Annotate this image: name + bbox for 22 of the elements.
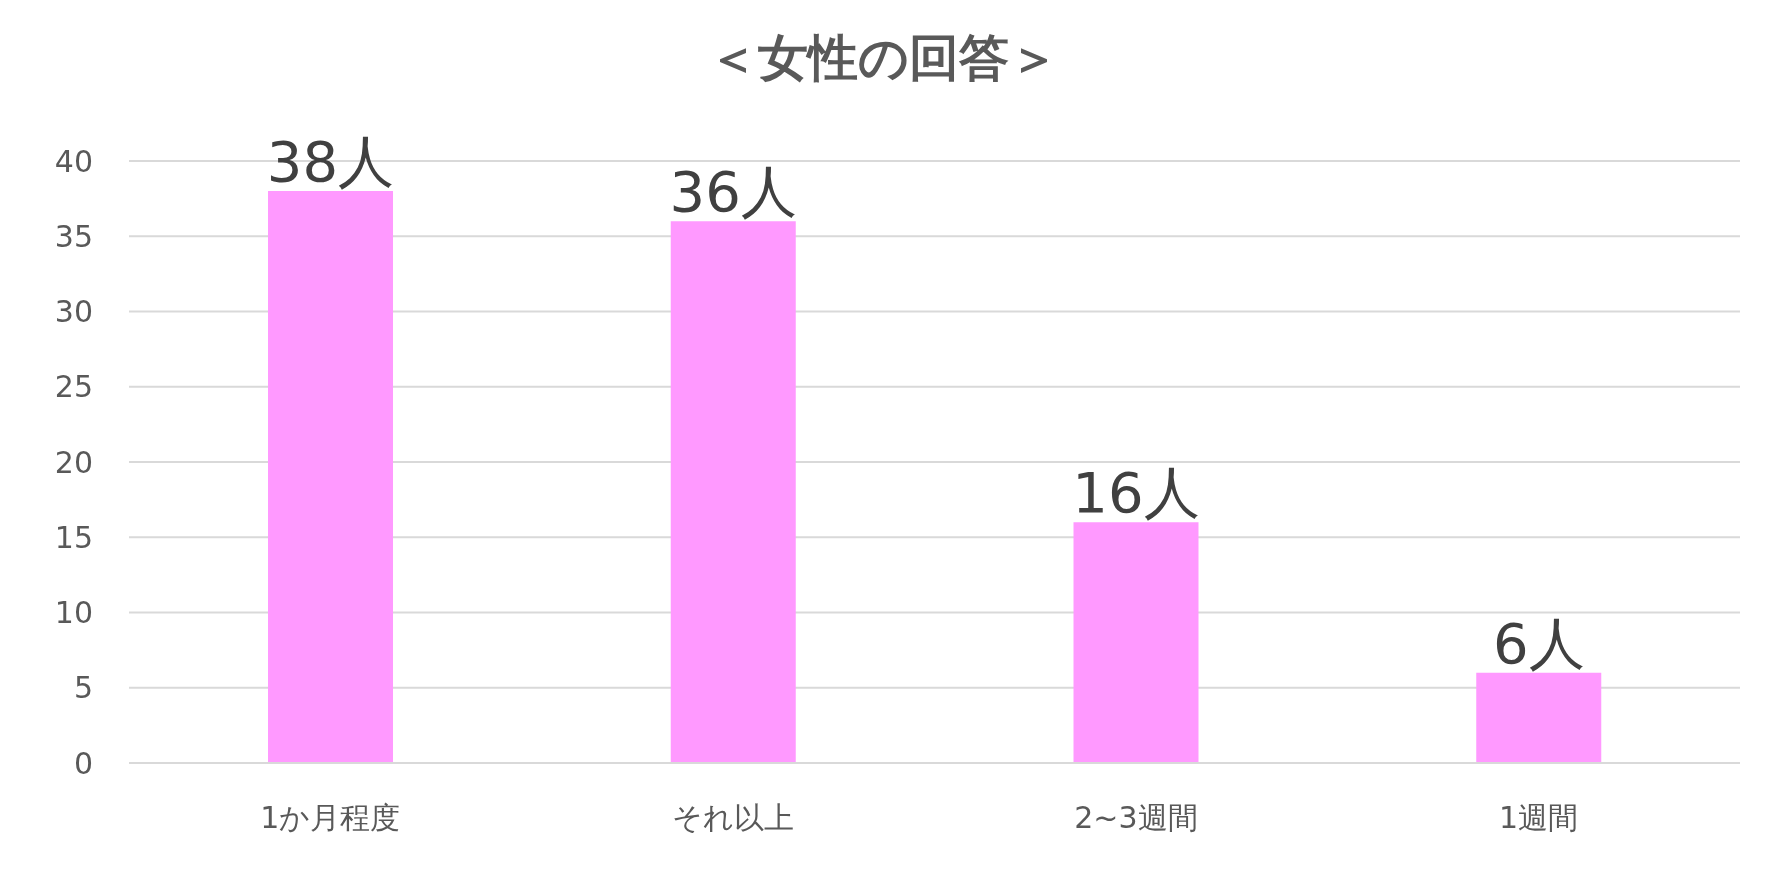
x-tick-label: 1週間 [1499,800,1579,836]
data-label: 36人 [669,159,797,225]
bar [1476,672,1602,763]
y-tick-label: 20 [54,444,93,480]
x-tick-label: それ以上 [672,800,795,836]
bar [1073,522,1199,763]
y-tick-label: 5 [73,670,93,706]
y-tick-label: 0 [73,745,93,781]
y-tick-label: 30 [54,294,93,330]
data-label: 38人 [266,129,395,195]
x-tick-label: 2~3週間 [1074,800,1198,836]
bar [670,221,796,763]
y-tick-label: 35 [54,218,93,254]
chart-title: ＜女性の回答＞ [706,27,1060,89]
x-tick-label: 1か月程度 [260,800,401,836]
y-tick-label: 15 [54,519,93,555]
y-tick-label: 10 [54,595,93,631]
data-label: 6人 [1492,610,1585,676]
data-label: 16人 [1072,460,1200,526]
y-tick-label: 25 [54,369,93,405]
y-tick-label: 40 [54,143,93,179]
bar [268,191,393,763]
